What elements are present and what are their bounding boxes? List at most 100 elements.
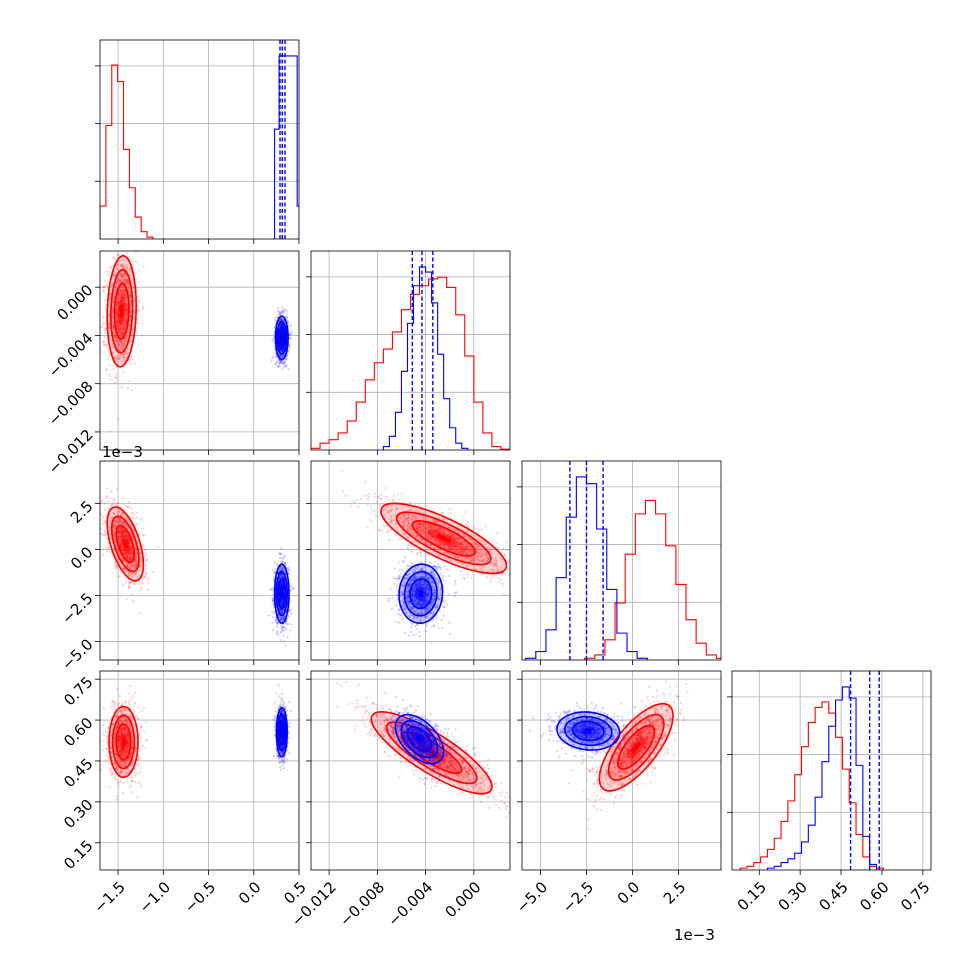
contours-blue — [275, 706, 288, 758]
y-tick-label: 0.0 — [67, 543, 97, 573]
panel-1-0 — [95, 250, 300, 455]
x-tick-label: −0.5 — [181, 878, 219, 916]
panel-frame — [521, 670, 722, 871]
histograms — [311, 251, 510, 450]
y-tick-label: −0.008 — [45, 377, 97, 429]
x-tick-label: 0.60 — [856, 878, 892, 914]
density-peak — [418, 590, 424, 598]
contours-red — [380, 502, 508, 575]
y-tick-label: 0.45 — [60, 755, 96, 791]
x-offset-label: 1e−3 — [674, 926, 715, 944]
contours-blue — [556, 711, 621, 751]
gridlines — [100, 461, 299, 660]
x-tick-label: 0.0 — [235, 878, 265, 908]
x-tick-label: 0.75 — [897, 878, 933, 914]
contours-red — [108, 705, 139, 779]
density — [100, 684, 292, 802]
panel-3-2 — [517, 670, 722, 875]
panel-frame — [310, 250, 511, 451]
y-tick-label: 0.75 — [60, 673, 96, 709]
y-tick-label: −0.004 — [45, 329, 97, 381]
panel-frame — [310, 460, 511, 661]
y-tick-label: 0.000 — [53, 281, 96, 324]
x-tick-label: 0.000 — [442, 878, 485, 921]
histograms — [525, 461, 721, 660]
histogram-red — [100, 64, 154, 239]
panel-frame — [521, 460, 722, 661]
y-tick-label: −0.012 — [45, 426, 97, 478]
density-peak — [122, 539, 129, 549]
histogram-red — [584, 499, 721, 660]
x-tick-label: −0.008 — [336, 878, 388, 930]
histograms — [739, 671, 884, 870]
panel-3-3 — [727, 670, 932, 875]
y-tick-label: 0.30 — [60, 796, 96, 832]
gridlines — [522, 671, 721, 870]
x-tick-label: 0.45 — [815, 878, 851, 914]
contours-blue — [398, 563, 444, 624]
panel-frame — [731, 670, 932, 871]
panel-frame — [99, 250, 300, 451]
x-tick-label: −0.004 — [384, 878, 436, 930]
gridlines — [311, 461, 510, 660]
density-peak — [630, 741, 642, 754]
density-peak — [121, 738, 126, 746]
density — [100, 251, 294, 433]
y-tick-label: −2.5 — [58, 589, 96, 627]
y-tick-label: 0.15 — [60, 837, 96, 873]
density — [100, 487, 295, 647]
histogram-blue — [382, 266, 469, 450]
panel-3-0 — [95, 670, 300, 875]
panel-frame — [99, 460, 300, 661]
density-peak — [119, 305, 124, 318]
histogram-blue — [274, 55, 299, 239]
contours-red — [106, 506, 145, 582]
density-peak — [281, 335, 283, 341]
panel-frame — [310, 670, 511, 871]
y-tick-label: 2.5 — [67, 497, 97, 527]
histogram-blue — [525, 476, 648, 660]
contours-blue — [394, 713, 445, 765]
density-peak — [281, 729, 283, 735]
contours-red — [106, 255, 137, 368]
density-peak — [435, 533, 452, 544]
contours-blue — [273, 563, 290, 625]
panel-frame — [99, 670, 300, 871]
gridlines — [100, 40, 299, 239]
density — [529, 680, 689, 831]
density-peak — [584, 728, 592, 734]
panel-2-0 — [95, 460, 300, 665]
x-tick-label: 2.5 — [660, 878, 690, 908]
density-peak — [280, 590, 283, 598]
density-peak — [415, 735, 424, 743]
y-tick-label: −5.0 — [58, 635, 96, 673]
x-tick-label: −5.0 — [513, 878, 551, 916]
histograms — [100, 40, 299, 239]
panel-frame — [99, 39, 300, 240]
x-tick-label: −1.0 — [136, 878, 174, 916]
x-tick-label: 0.0 — [614, 878, 644, 908]
x-tick-label: −1.5 — [90, 878, 128, 916]
y-offset-label: 1e−3 — [102, 443, 143, 461]
contours-blue — [274, 315, 289, 361]
density — [336, 680, 510, 818]
panel-0-0 — [95, 39, 300, 244]
x-tick-label: 0.15 — [734, 878, 770, 914]
histogram-red — [739, 701, 884, 870]
panel-1-1 — [306, 250, 511, 455]
contours-red — [598, 702, 674, 792]
gridlines — [732, 671, 931, 870]
panel-2-2 — [517, 460, 722, 665]
gridlines — [100, 671, 299, 870]
density — [341, 469, 510, 645]
x-tick-label: 0.30 — [775, 878, 811, 914]
histogram-blue — [766, 686, 878, 870]
x-tick-label: −2.5 — [559, 878, 597, 916]
histogram-red — [311, 276, 510, 450]
gridlines — [100, 251, 299, 450]
gridlines — [311, 251, 510, 450]
panel-3-1 — [306, 670, 511, 875]
y-tick-label: 0.60 — [60, 714, 96, 750]
panel-2-1 — [306, 460, 511, 665]
